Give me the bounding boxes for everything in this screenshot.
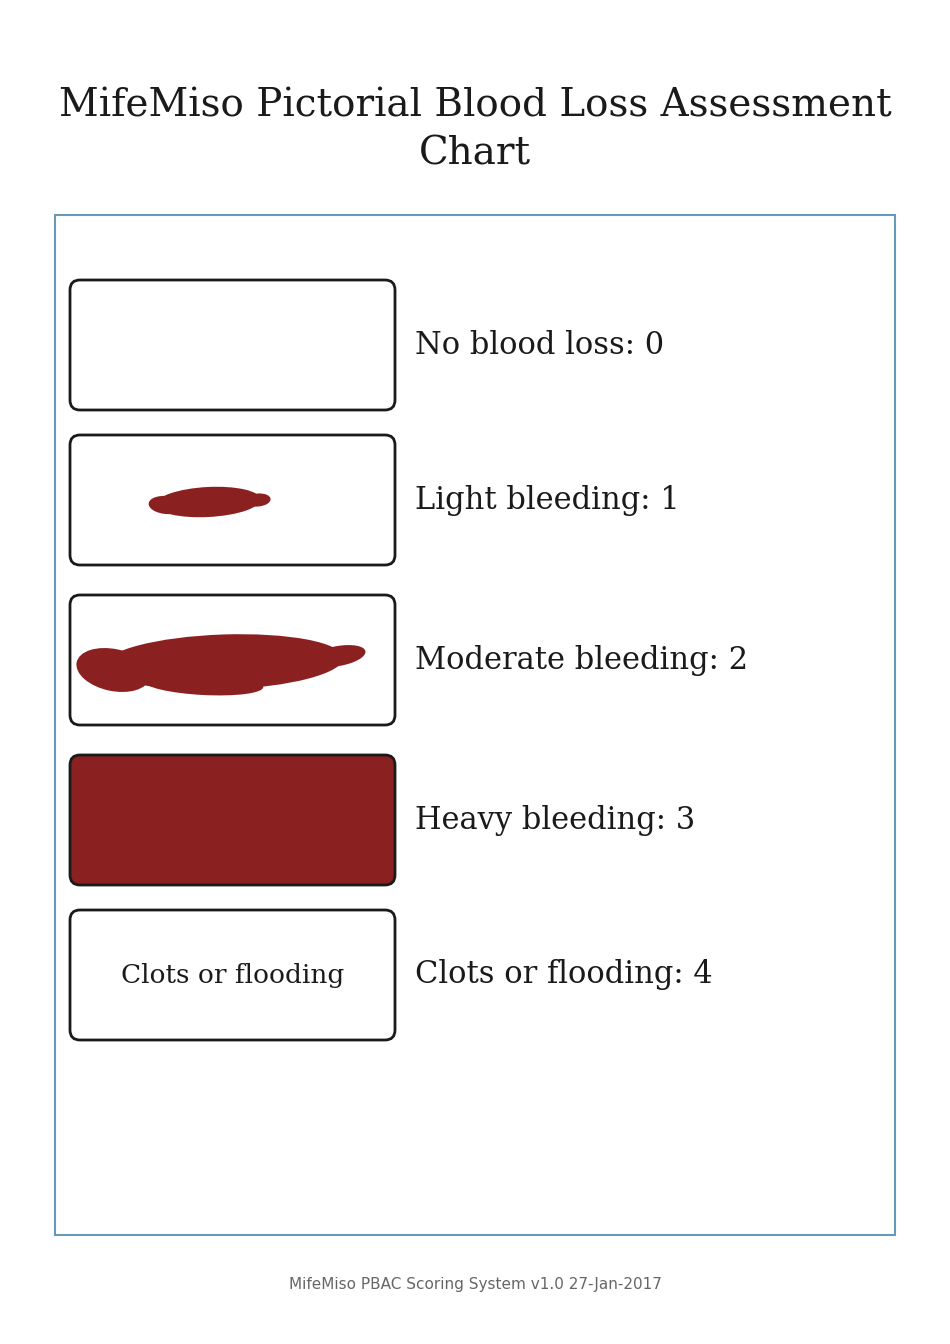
Text: Moderate bleeding: 2: Moderate bleeding: 2 [415, 645, 749, 676]
Ellipse shape [104, 634, 343, 689]
Ellipse shape [312, 645, 366, 667]
Text: MifeMiso PBAC Scoring System v1.0 27-Jan-2017: MifeMiso PBAC Scoring System v1.0 27-Jan… [289, 1278, 661, 1293]
Text: Light bleeding: 1: Light bleeding: 1 [415, 484, 680, 516]
Text: No blood loss: 0: No blood loss: 0 [415, 329, 664, 360]
Ellipse shape [246, 493, 271, 507]
FancyBboxPatch shape [70, 280, 395, 410]
FancyBboxPatch shape [70, 595, 395, 724]
FancyBboxPatch shape [70, 755, 395, 884]
Ellipse shape [156, 487, 260, 517]
Ellipse shape [148, 496, 183, 515]
Ellipse shape [143, 672, 263, 695]
Text: Clots or flooding: 4: Clots or flooding: 4 [415, 960, 712, 991]
Text: Heavy bleeding: 3: Heavy bleeding: 3 [415, 805, 695, 836]
Text: Clots or flooding: Clots or flooding [121, 962, 344, 988]
FancyBboxPatch shape [70, 435, 395, 564]
FancyBboxPatch shape [70, 910, 395, 1040]
Text: MifeMiso Pictorial Blood Loss Assessment
Chart: MifeMiso Pictorial Blood Loss Assessment… [59, 87, 891, 173]
Ellipse shape [76, 648, 150, 692]
